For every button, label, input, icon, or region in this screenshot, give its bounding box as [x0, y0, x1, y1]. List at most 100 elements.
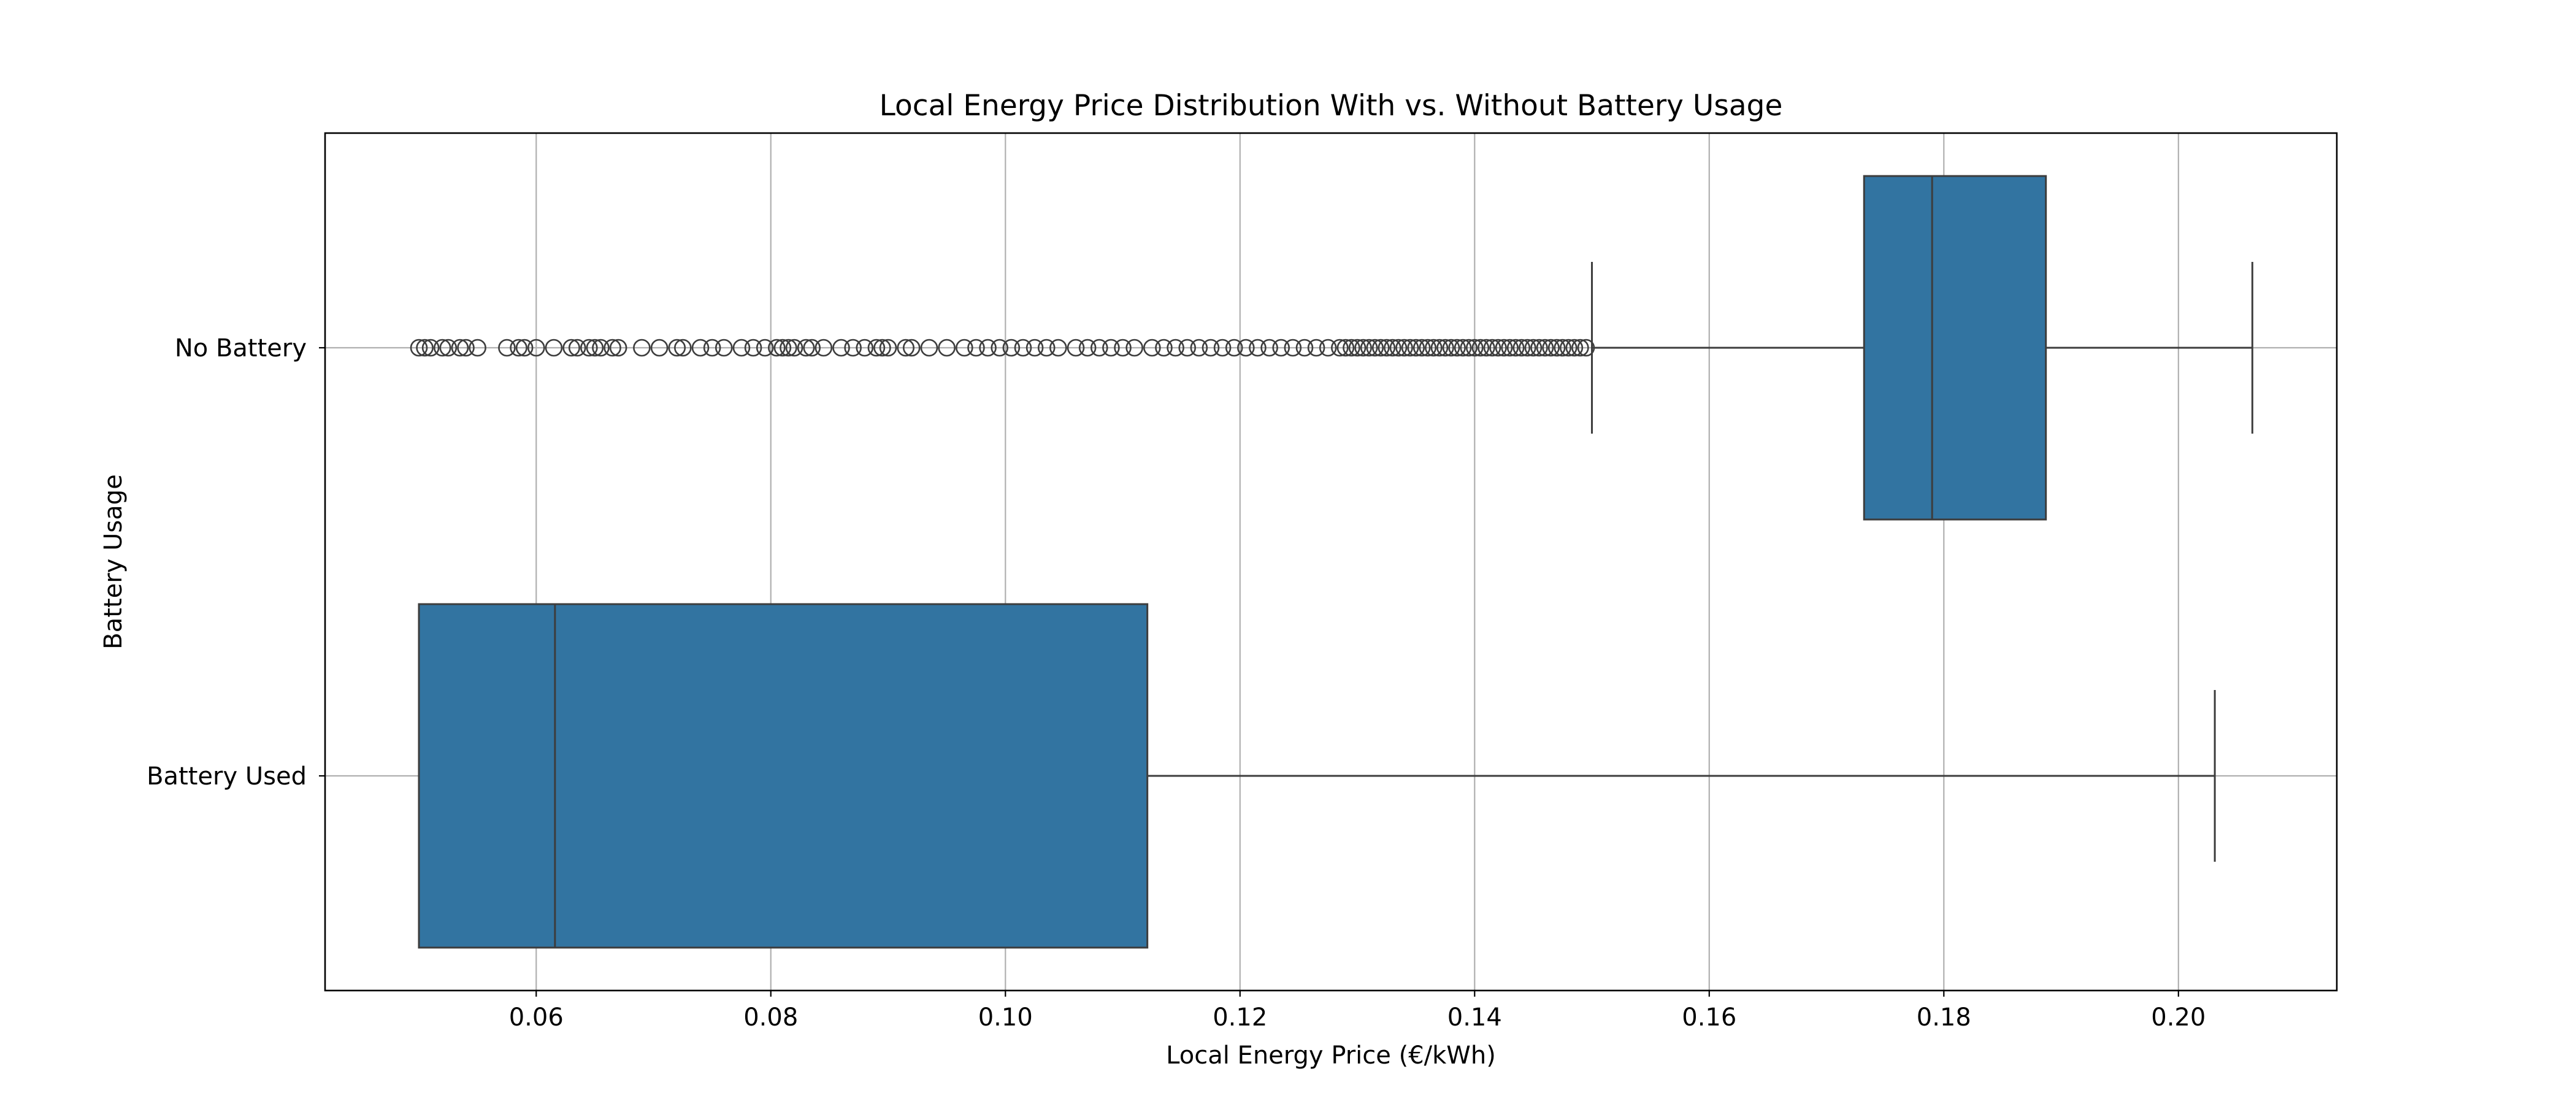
outlier-point	[1213, 339, 1232, 357]
outlier-point	[1501, 339, 1519, 357]
outlier-point	[1419, 339, 1437, 357]
outlier-point	[780, 339, 797, 357]
outlier-point	[1554, 339, 1572, 357]
outlier-point	[1565, 339, 1584, 357]
outlier-point	[897, 339, 915, 357]
outlier-point	[1284, 339, 1302, 357]
outlier-point	[756, 339, 774, 357]
outlier-point	[457, 339, 475, 357]
outlier-point	[1478, 339, 1495, 357]
outlier-point	[1401, 339, 1419, 357]
outlier-point	[433, 339, 451, 357]
outlier-point	[1025, 339, 1044, 357]
outlier-point	[568, 339, 586, 357]
outlier-point	[785, 339, 803, 357]
outlier-point	[797, 339, 815, 357]
outlier-point	[1395, 339, 1413, 357]
outlier-point	[586, 339, 604, 357]
outlier-point	[1542, 339, 1560, 357]
outlier-point	[1348, 339, 1367, 357]
x-tick-label: 0.10	[978, 1003, 1033, 1032]
outlier-point	[1225, 339, 1243, 357]
outlier-point	[732, 339, 751, 357]
outlier-point	[703, 339, 721, 357]
outlier-point	[832, 339, 850, 357]
outlier-point	[439, 339, 458, 357]
outlier-point	[1202, 339, 1220, 357]
outlier-point	[1272, 339, 1290, 357]
outlier-point	[1460, 339, 1478, 357]
outlier-point	[650, 339, 669, 357]
outlier-point	[815, 339, 833, 357]
outlier-point	[1471, 339, 1490, 357]
outlier-point	[1454, 339, 1472, 357]
outlier-point	[498, 339, 516, 357]
outlier-point	[633, 339, 651, 357]
outlier-point	[469, 339, 486, 357]
outlier-point	[674, 339, 692, 357]
outlier-point	[1384, 339, 1401, 357]
outlier-point	[1495, 339, 1513, 357]
outlier-point	[1366, 339, 1384, 357]
outlier-point	[1506, 339, 1525, 357]
outlier-point	[715, 339, 733, 357]
outlier-point	[609, 339, 627, 357]
outlier-point	[803, 339, 821, 357]
outlier-point	[416, 339, 434, 357]
outlier-point	[979, 339, 997, 357]
outlier-point	[902, 339, 921, 357]
outlier-point	[1295, 339, 1314, 357]
x-tick-label: 0.20	[2151, 1003, 2206, 1032]
outlier-point	[1178, 339, 1197, 357]
outlier-point	[879, 339, 897, 357]
outlier-point	[1260, 339, 1278, 357]
outlier-point	[1167, 339, 1184, 357]
outlier-point	[1319, 339, 1337, 357]
outlier-point	[668, 339, 686, 357]
outlier-point	[920, 339, 938, 357]
outlier-point	[867, 339, 886, 357]
outlier-point	[545, 339, 563, 357]
outlier-point	[1536, 339, 1554, 357]
outlier-point	[1559, 339, 1577, 357]
outlier-point	[1190, 339, 1208, 357]
outlier-point	[1249, 339, 1267, 357]
y-tick-label: No Battery	[175, 334, 307, 362]
outlier-point	[1489, 339, 1507, 357]
outlier-point	[1371, 339, 1390, 357]
outlier-point	[1336, 339, 1355, 357]
x-tick-label: 0.08	[743, 1003, 798, 1032]
chart-title: Local Energy Price Distribution With vs.…	[880, 89, 1783, 123]
outlier-point	[691, 339, 710, 357]
outlier-point	[856, 339, 874, 357]
outlier-point	[1483, 339, 1501, 357]
outlier-point	[773, 339, 792, 357]
x-tick-label: 0.06	[509, 1003, 564, 1032]
outlier-point	[510, 339, 527, 357]
outlier-point	[1571, 339, 1589, 357]
outlier-point	[1049, 339, 1067, 357]
axis-ticks: 0.06 0.08 0.10 0.12 0.14 0.16 0.18 0.20 No Batte…	[147, 334, 2206, 1032]
outlier-point	[1465, 339, 1484, 357]
outlier-point	[604, 339, 621, 357]
outlier-point	[580, 339, 598, 357]
y-tick-label: Battery Used	[147, 762, 307, 791]
outlier-point	[1343, 339, 1360, 357]
outlier-point	[515, 339, 534, 357]
outlier-point	[1430, 339, 1449, 357]
outlier-point	[1547, 339, 1566, 357]
outlier-point	[967, 339, 985, 357]
outlier-point	[1090, 339, 1108, 357]
box-iqr	[1863, 175, 2047, 521]
outlier-point	[1354, 339, 1372, 357]
outlier-point	[1519, 339, 1536, 357]
x-tick-label: 0.14	[1447, 1003, 1502, 1032]
plot-frame	[324, 132, 2338, 992]
outlier-point	[410, 339, 428, 357]
outlier-point	[1125, 339, 1143, 357]
outlier-point	[1524, 339, 1543, 357]
outlier-point	[1512, 339, 1531, 357]
outlier-point	[844, 339, 862, 357]
outlier-point	[1067, 339, 1085, 357]
